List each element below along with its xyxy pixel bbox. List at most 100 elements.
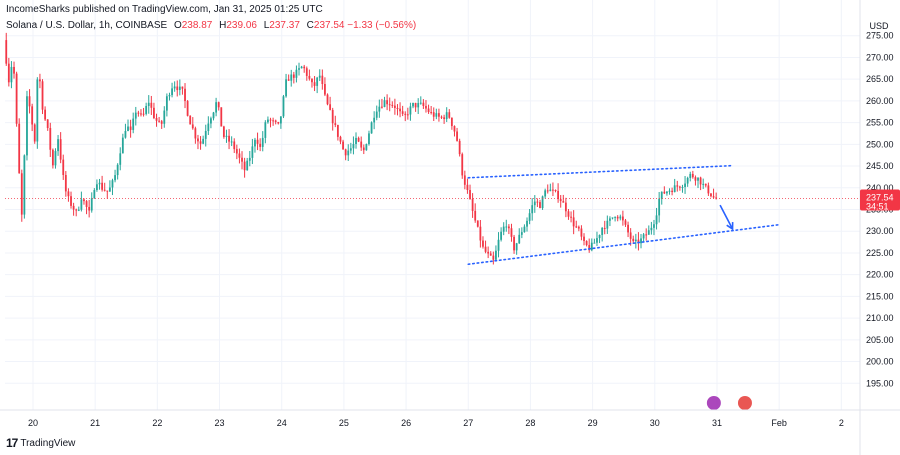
candle-body: [147, 102, 150, 106]
earnings-icon[interactable]: [737, 396, 752, 410]
candle-body: [370, 122, 373, 134]
candle-body: [57, 139, 59, 152]
time-axis[interactable]: 20 21 22 23 24 25 26 27 28 29 30 31 Feb 2: [0, 409, 900, 428]
candle-body: [640, 238, 642, 244]
candle-body: [554, 190, 557, 192]
candle-body: [559, 199, 562, 202]
candle-body: [461, 154, 464, 176]
x-tick-label: 25: [339, 418, 349, 428]
candle-body: [199, 141, 202, 144]
y-tick-label: 195.00: [866, 378, 894, 388]
candle-body: [588, 245, 591, 251]
candle-body: [308, 75, 311, 79]
candle-body: [531, 205, 534, 214]
candle-body: [375, 111, 378, 118]
candle-body: [49, 128, 52, 150]
candle-body: [326, 94, 329, 105]
candle-body: [41, 81, 44, 110]
candle-body: [225, 135, 228, 137]
candle-body: [707, 185, 710, 194]
candle-body: [168, 95, 171, 97]
candle-body: [546, 190, 549, 192]
candle-body: [432, 112, 435, 117]
candle-body: [145, 105, 148, 114]
candle-body: [93, 190, 96, 199]
candle-body: [673, 185, 676, 193]
candle-body: [552, 189, 554, 191]
candle-body: [191, 124, 194, 129]
candle-body: [642, 234, 645, 239]
candle-body: [137, 112, 140, 114]
candle-body: [629, 232, 632, 239]
trendline-upper-channel: [467, 164, 734, 179]
candle-body: [189, 115, 192, 125]
candle-body: [62, 159, 65, 175]
candle-body: [292, 74, 295, 78]
candle-body: [235, 149, 238, 154]
candle-body: [365, 144, 368, 151]
event-flag-icon[interactable]: [706, 396, 721, 410]
candle-body: [54, 151, 57, 166]
candle-body: [658, 198, 661, 216]
change-value: −1.33 (−0.56%): [347, 20, 417, 31]
x-tick-label: 29: [588, 418, 598, 428]
candle-body: [101, 182, 104, 190]
symbol-name: Solana / U.S. Dollar, 1h, COINBASE: [6, 20, 168, 31]
x-tick-label: Feb: [771, 418, 787, 428]
projection-arrow-shaft: [719, 204, 734, 230]
candle-body: [637, 239, 640, 244]
candle-body: [583, 236, 585, 242]
candle-body: [541, 196, 544, 209]
close-label: C: [306, 20, 314, 31]
tradingview-brand: TradingView: [20, 437, 76, 449]
candle-body: [681, 186, 684, 188]
candle-body: [427, 108, 430, 113]
x-tick-label: 21: [90, 418, 100, 428]
candle-body: [238, 153, 241, 158]
candle-body: [575, 226, 578, 228]
candle-body: [422, 102, 425, 106]
candle-body: [318, 75, 321, 78]
candle-body: [230, 141, 233, 143]
candle-body: [611, 217, 614, 219]
candle-body: [142, 113, 145, 115]
candle-body: [443, 117, 446, 119]
candle-body: [85, 201, 88, 207]
symbol-info: Solana / U.S. Dollar, 1h, COINBASE O238.…: [6, 20, 416, 31]
y-tick-label: 250.00: [866, 139, 894, 149]
drawing-overlays[interactable]: [5, 164, 860, 410]
candle-body: [619, 216, 622, 219]
candle-body: [106, 190, 109, 192]
tradingview-footer[interactable]: 17 TradingView: [6, 436, 75, 450]
candle-body: [298, 68, 300, 70]
candle-body: [616, 216, 619, 219]
x-tick-label: 28: [525, 418, 535, 428]
tradingview-logo-icon: 17: [6, 436, 18, 450]
x-tick-label: 2: [839, 418, 844, 428]
candle-body: [414, 102, 417, 108]
candle-body: [33, 124, 36, 142]
candle-body: [482, 240, 484, 247]
candle-body: [127, 126, 129, 131]
candle-body: [601, 227, 604, 235]
candle-body: [404, 113, 407, 115]
candle-body: [171, 88, 173, 96]
candle-body: [77, 209, 80, 211]
candle-body: [704, 183, 707, 186]
candle-body: [83, 199, 85, 202]
candle-body: [406, 114, 409, 116]
candle-body: [321, 75, 324, 85]
candle-body: [671, 190, 674, 193]
y-tick-label: 200.00: [866, 357, 894, 367]
candle-body: [31, 106, 34, 125]
candle-body: [46, 119, 49, 129]
candle-body: [243, 161, 246, 171]
candle-body: [357, 137, 360, 142]
candle-body: [267, 119, 269, 123]
candle-body: [98, 182, 101, 185]
candlestick-series: [5, 32, 718, 265]
candle-body: [368, 133, 370, 145]
x-tick-label: 24: [277, 418, 287, 428]
